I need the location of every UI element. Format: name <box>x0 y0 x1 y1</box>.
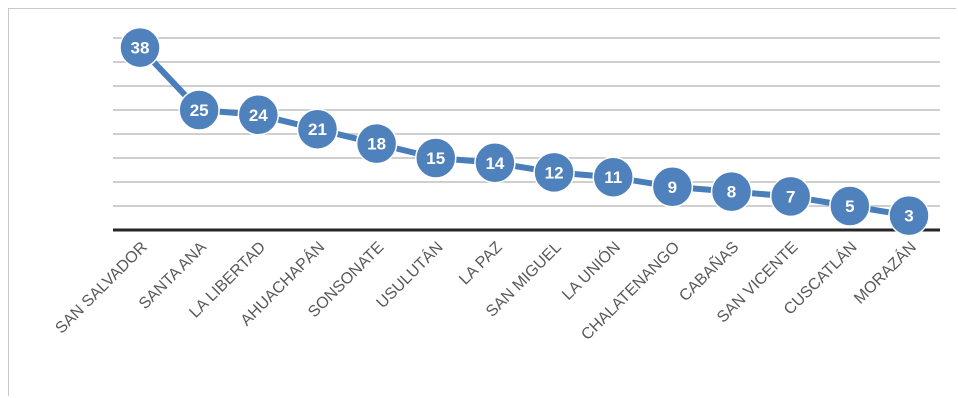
data-label: 8 <box>727 183 736 202</box>
data-point-marker <box>296 108 339 150</box>
data-point-marker <box>888 194 930 237</box>
data-point-marker <box>829 185 871 227</box>
data-point-marker <box>769 175 812 218</box>
data-label: 3 <box>904 207 913 226</box>
data-label: 21 <box>308 120 327 139</box>
data-label: 7 <box>786 187 795 206</box>
data-label: 12 <box>545 163 564 182</box>
data-point-marker <box>119 26 161 69</box>
data-point-marker <box>415 137 457 179</box>
data-label: 15 <box>426 149 445 168</box>
markers: 38 25 24 21 18 15 14 12 11 9 8 7 5 3 <box>119 26 930 237</box>
x-tick-label: LA PAZ <box>456 239 506 289</box>
data-point-marker <box>355 122 398 165</box>
data-label: 24 <box>249 106 268 125</box>
data-point-marker <box>474 142 516 184</box>
data-point-marker <box>178 89 220 131</box>
x-tick-label: CABAÑAS <box>674 237 742 305</box>
data-point-marker <box>710 170 753 213</box>
data-label: 14 <box>485 154 504 173</box>
chart-frame <box>8 8 956 396</box>
data-label: 25 <box>190 101 209 120</box>
data-label: 38 <box>131 39 150 58</box>
data-label: 9 <box>668 178 677 197</box>
data-point-marker <box>592 156 634 198</box>
gridlines <box>113 37 940 207</box>
data-label: 11 <box>604 168 622 187</box>
data-label: 5 <box>845 197 854 216</box>
data-point-marker <box>533 151 575 194</box>
x-tick-label: CHALATENANGO <box>578 239 683 344</box>
x-tick-label: MORAZÁN <box>850 237 920 307</box>
data-point-marker <box>237 94 280 136</box>
x-tick-label: SAN SALVADOR <box>52 239 150 337</box>
x-tick-label: LA UNIÓN <box>558 237 624 303</box>
data-point-marker <box>651 166 694 208</box>
data-label: 18 <box>367 135 386 154</box>
